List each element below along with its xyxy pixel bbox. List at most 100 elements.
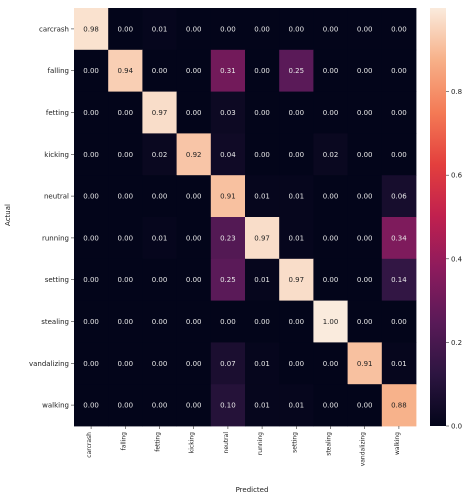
heatmap-cell	[347, 175, 383, 218]
heatmap-cell	[245, 342, 280, 385]
colorbar-gradient	[430, 8, 446, 426]
heatmap-cell-label: 0.00	[186, 25, 202, 33]
heatmap-cell	[313, 91, 348, 134]
heatmap-cell	[176, 133, 212, 176]
colorbar-tick-label: 0.6	[451, 172, 463, 180]
heatmap-cell	[74, 217, 109, 260]
column-tick-label: stealing	[326, 432, 333, 456]
heatmap-cell	[347, 49, 383, 92]
heatmap-cell-label: 0.00	[323, 234, 339, 242]
heatmap-cell	[210, 175, 246, 218]
colorbar-ticks: 0.0 0.2 0.4 0.6 0.8	[446, 88, 463, 431]
heatmap-cell-label: 0.00	[289, 360, 305, 368]
row-tick-label: fetting	[46, 109, 69, 117]
heatmap-cell-label: 0.00	[83, 360, 99, 368]
heatmap-cell-label: 0.00	[186, 360, 202, 368]
row-tick-label: carcrash	[39, 25, 69, 33]
heatmap-cell-label: 0.00	[357, 109, 373, 117]
column-tick-labels: carcrash falling fetting kicking neutral runn…	[86, 426, 401, 466]
heatmap-cell-label: 0.97	[289, 276, 305, 284]
heatmap-cell	[210, 133, 246, 176]
heatmap-cell	[176, 91, 212, 134]
heatmap-cell	[108, 91, 143, 134]
heatmap-cell-label: 0.00	[391, 25, 407, 33]
heatmap-cell	[210, 342, 246, 385]
heatmap-cell	[176, 217, 212, 260]
heatmap-cell-label: 0.01	[289, 193, 305, 201]
heatmap-cell-label: 0.14	[391, 276, 407, 284]
heatmap-cell	[176, 175, 212, 218]
heatmap-cell	[381, 342, 417, 385]
heatmap-cell-label: 0.00	[323, 276, 339, 284]
row-tick-label: falling	[48, 67, 69, 75]
heatmap-cell-label: 0.00	[323, 67, 339, 75]
heatmap-cell	[245, 258, 280, 301]
heatmap-cell-label: 0.00	[152, 276, 168, 284]
heatmap-cell	[142, 384, 177, 427]
heatmap-cell	[313, 300, 348, 343]
column-tick-label: setting	[291, 432, 298, 453]
heatmap-cell-label: 0.01	[152, 25, 168, 33]
colorbar: 0.0 0.2 0.4 0.6 0.8	[430, 8, 463, 431]
heatmap-cell	[74, 91, 109, 134]
heatmap-cell-label: 0.00	[186, 109, 202, 117]
heatmap-cell	[108, 258, 143, 301]
heatmap-cell-label: 0.00	[152, 402, 168, 410]
heatmap-cell-label: 1.00	[323, 318, 339, 326]
heatmap-cell-label: 0.91	[220, 193, 236, 201]
heatmap-cell	[74, 258, 109, 301]
heatmap-cell-label: 0.00	[152, 360, 168, 368]
heatmap-cell	[108, 8, 143, 51]
heatmap-cell-label: 0.01	[289, 234, 305, 242]
heatmap-cell	[210, 91, 246, 134]
heatmap-cell-label: 0.94	[118, 67, 134, 75]
heatmap-cell-label: 0.00	[357, 234, 373, 242]
heatmap-cell-label: 0.06	[391, 193, 407, 201]
heatmap-cell-label: 0.31	[220, 67, 236, 75]
heatmap-cell	[74, 384, 109, 427]
heatmap-cell-label: 0.00	[118, 360, 134, 368]
heatmap-cell-label: 0.01	[254, 276, 270, 284]
heatmap-cell	[279, 8, 314, 51]
heatmap-cell-label: 0.00	[118, 234, 134, 242]
heatmap-cell	[279, 217, 314, 260]
heatmap-cell-label: 0.00	[83, 151, 99, 159]
heatmap-cell-label: 0.34	[391, 234, 407, 242]
heatmap-cell	[279, 258, 314, 301]
heatmap-cell	[347, 133, 383, 176]
heatmap-cell-label: 0.00	[323, 402, 339, 410]
heatmap-cell	[347, 342, 383, 385]
heatmap-cell	[313, 384, 348, 427]
heatmap-cell-label: 0.00	[323, 25, 339, 33]
heatmap-cell	[74, 133, 109, 176]
heatmap-cell	[108, 342, 143, 385]
heatmap-cell-label: 0.01	[254, 402, 270, 410]
heatmap-cell	[245, 384, 280, 427]
heatmap-cell-label: 0.00	[357, 25, 373, 33]
heatmap-cell	[279, 49, 314, 92]
row-tick-label: walking	[42, 402, 69, 410]
heatmap-cell-label: 0.23	[220, 234, 236, 242]
heatmap-cell	[142, 217, 177, 260]
heatmap-cell-label: 0.00	[186, 318, 202, 326]
heatmap-cell	[313, 217, 348, 260]
heatmap-cell-label: 0.00	[289, 25, 305, 33]
heatmap-cell-label: 0.97	[254, 234, 270, 242]
heatmap-cell	[108, 217, 143, 260]
heatmap-cell	[313, 8, 348, 51]
heatmap-cell	[313, 258, 348, 301]
heatmap-cell-label: 0.00	[289, 151, 305, 159]
heatmap-cell-label: 0.00	[254, 67, 270, 75]
row-tick-labels: carcrash falling fetting kicking neutral runn…	[29, 25, 74, 410]
heatmap-cell	[381, 49, 417, 92]
heatmap-cell-label: 0.07	[220, 360, 236, 368]
heatmap-cell-label: 0.00	[83, 234, 99, 242]
heatmap-cell	[245, 133, 280, 176]
heatmap-cell-label: 0.02	[152, 151, 168, 159]
heatmap-cell	[176, 384, 212, 427]
heatmap-cell-label: 0.97	[152, 109, 168, 117]
heatmap-cell	[142, 175, 177, 218]
heatmap-cell-label: 0.00	[186, 193, 202, 201]
heatmap-cell-label: 0.00	[186, 276, 202, 284]
heatmap-cell	[279, 384, 314, 427]
